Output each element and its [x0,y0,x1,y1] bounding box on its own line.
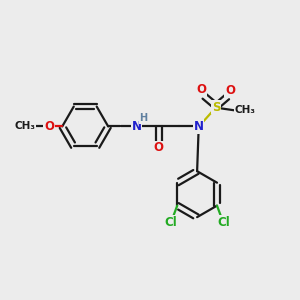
Text: O: O [154,141,164,154]
Text: O: O [44,120,54,133]
Text: H: H [139,113,147,123]
Text: O: O [225,84,235,97]
Text: Cl: Cl [164,216,177,229]
Text: N: N [194,120,204,133]
Text: Cl: Cl [218,216,230,229]
Text: CH₃: CH₃ [15,122,36,131]
Text: O: O [196,83,206,96]
Text: CH₃: CH₃ [235,105,256,115]
Text: N: N [132,120,142,133]
Text: S: S [212,101,220,114]
